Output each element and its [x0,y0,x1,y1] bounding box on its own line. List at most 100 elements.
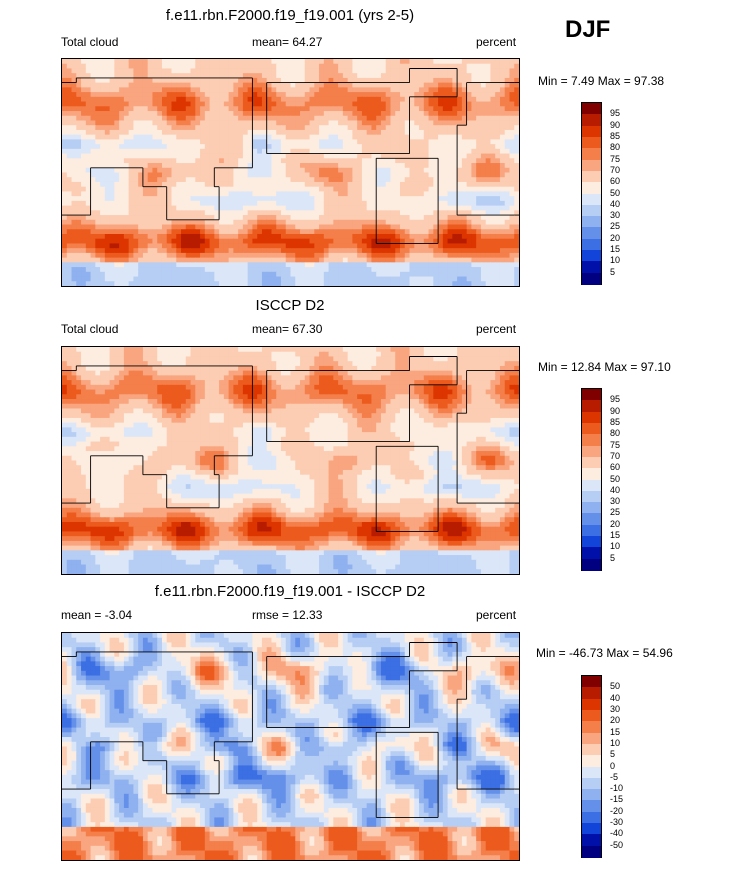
field-cell [395,356,401,362]
field-cell [223,233,230,240]
field-cell [399,215,406,221]
field-cell [442,347,449,353]
field-cell [214,281,220,286]
field-cell [276,153,282,159]
field-cell [399,347,406,353]
field-cell [457,101,463,107]
field-cell [123,281,130,286]
field-cell [85,139,92,145]
field-cell [219,101,225,107]
field-cell [504,356,510,362]
field-cell [423,125,430,131]
field-cell [414,148,420,155]
field-cell [266,252,272,259]
field-cell [138,139,144,145]
field-cell [152,87,158,93]
field-cell [419,134,425,140]
field-cell [300,257,306,263]
field-cell [128,281,134,286]
field-cell [214,243,220,249]
field-cell [385,73,391,79]
field-cell [499,120,506,126]
field-cell [200,351,206,357]
field-cell [438,210,444,216]
field-cell [157,351,163,357]
field-cell [371,77,377,84]
field-cell [90,144,96,150]
field-cell [228,163,234,169]
field-cell [119,276,125,282]
field-cell [352,77,358,84]
field-cell [319,252,325,259]
field-cell [200,191,206,197]
field-cell [423,281,430,286]
field-cell [461,186,468,192]
field-cell [119,191,125,197]
field-cell [490,129,496,136]
field-cell [223,129,230,136]
field-cell [204,59,211,65]
field-cell [181,361,187,367]
field-cell [338,191,344,197]
field-cell [252,215,258,221]
field-cell [314,196,320,202]
field-cell [119,186,125,192]
field-cell [209,215,215,221]
field-cell [357,271,363,278]
field-cell [399,63,406,69]
field-cell [385,186,391,192]
field-cell [371,111,377,117]
field-cell [342,148,349,155]
field-cell [195,144,201,150]
field-cell [438,219,444,226]
field-cell [114,196,120,202]
field-cell [328,73,334,79]
field-cell [166,59,172,65]
field-cell [452,139,458,145]
field-cell [138,205,144,211]
field-cell [280,59,287,65]
field-cell [295,96,301,103]
field-cell [476,158,482,164]
field-cell [114,200,120,207]
field-cell [147,186,153,192]
field-cell [490,96,496,103]
field-cell [62,210,68,216]
field-cell [395,262,401,268]
field-cell [452,219,458,226]
field-cell [152,139,158,145]
field-cell [514,252,519,259]
field-cell [185,172,192,178]
field-cell [280,115,287,121]
field-cell [514,87,519,93]
field-cell [285,205,291,211]
field-cell [76,356,82,362]
field-cell [323,191,330,197]
field-cell [261,276,268,282]
field-cell [190,233,196,240]
field-cell [219,125,225,131]
field-cell [138,229,144,235]
field-cell [147,177,153,183]
field-cell [300,59,306,65]
field-cell [328,271,334,278]
field-cell [385,233,391,240]
field-cell [442,267,449,273]
field-cell [466,252,472,259]
field-cell [252,144,258,150]
field-cell [399,181,406,188]
field-cell [376,267,382,273]
field-cell [266,82,272,88]
field-cell [357,233,363,240]
field-cell [466,63,472,69]
field-cell [380,186,387,192]
field-cell [242,134,249,140]
field-cell [485,167,491,173]
field-cell [66,77,73,84]
field-cell [452,248,458,254]
field-cell [457,196,463,202]
field-cell [423,101,430,107]
field-cell [442,191,449,197]
field-cell [133,92,139,98]
field-cell [438,106,444,112]
